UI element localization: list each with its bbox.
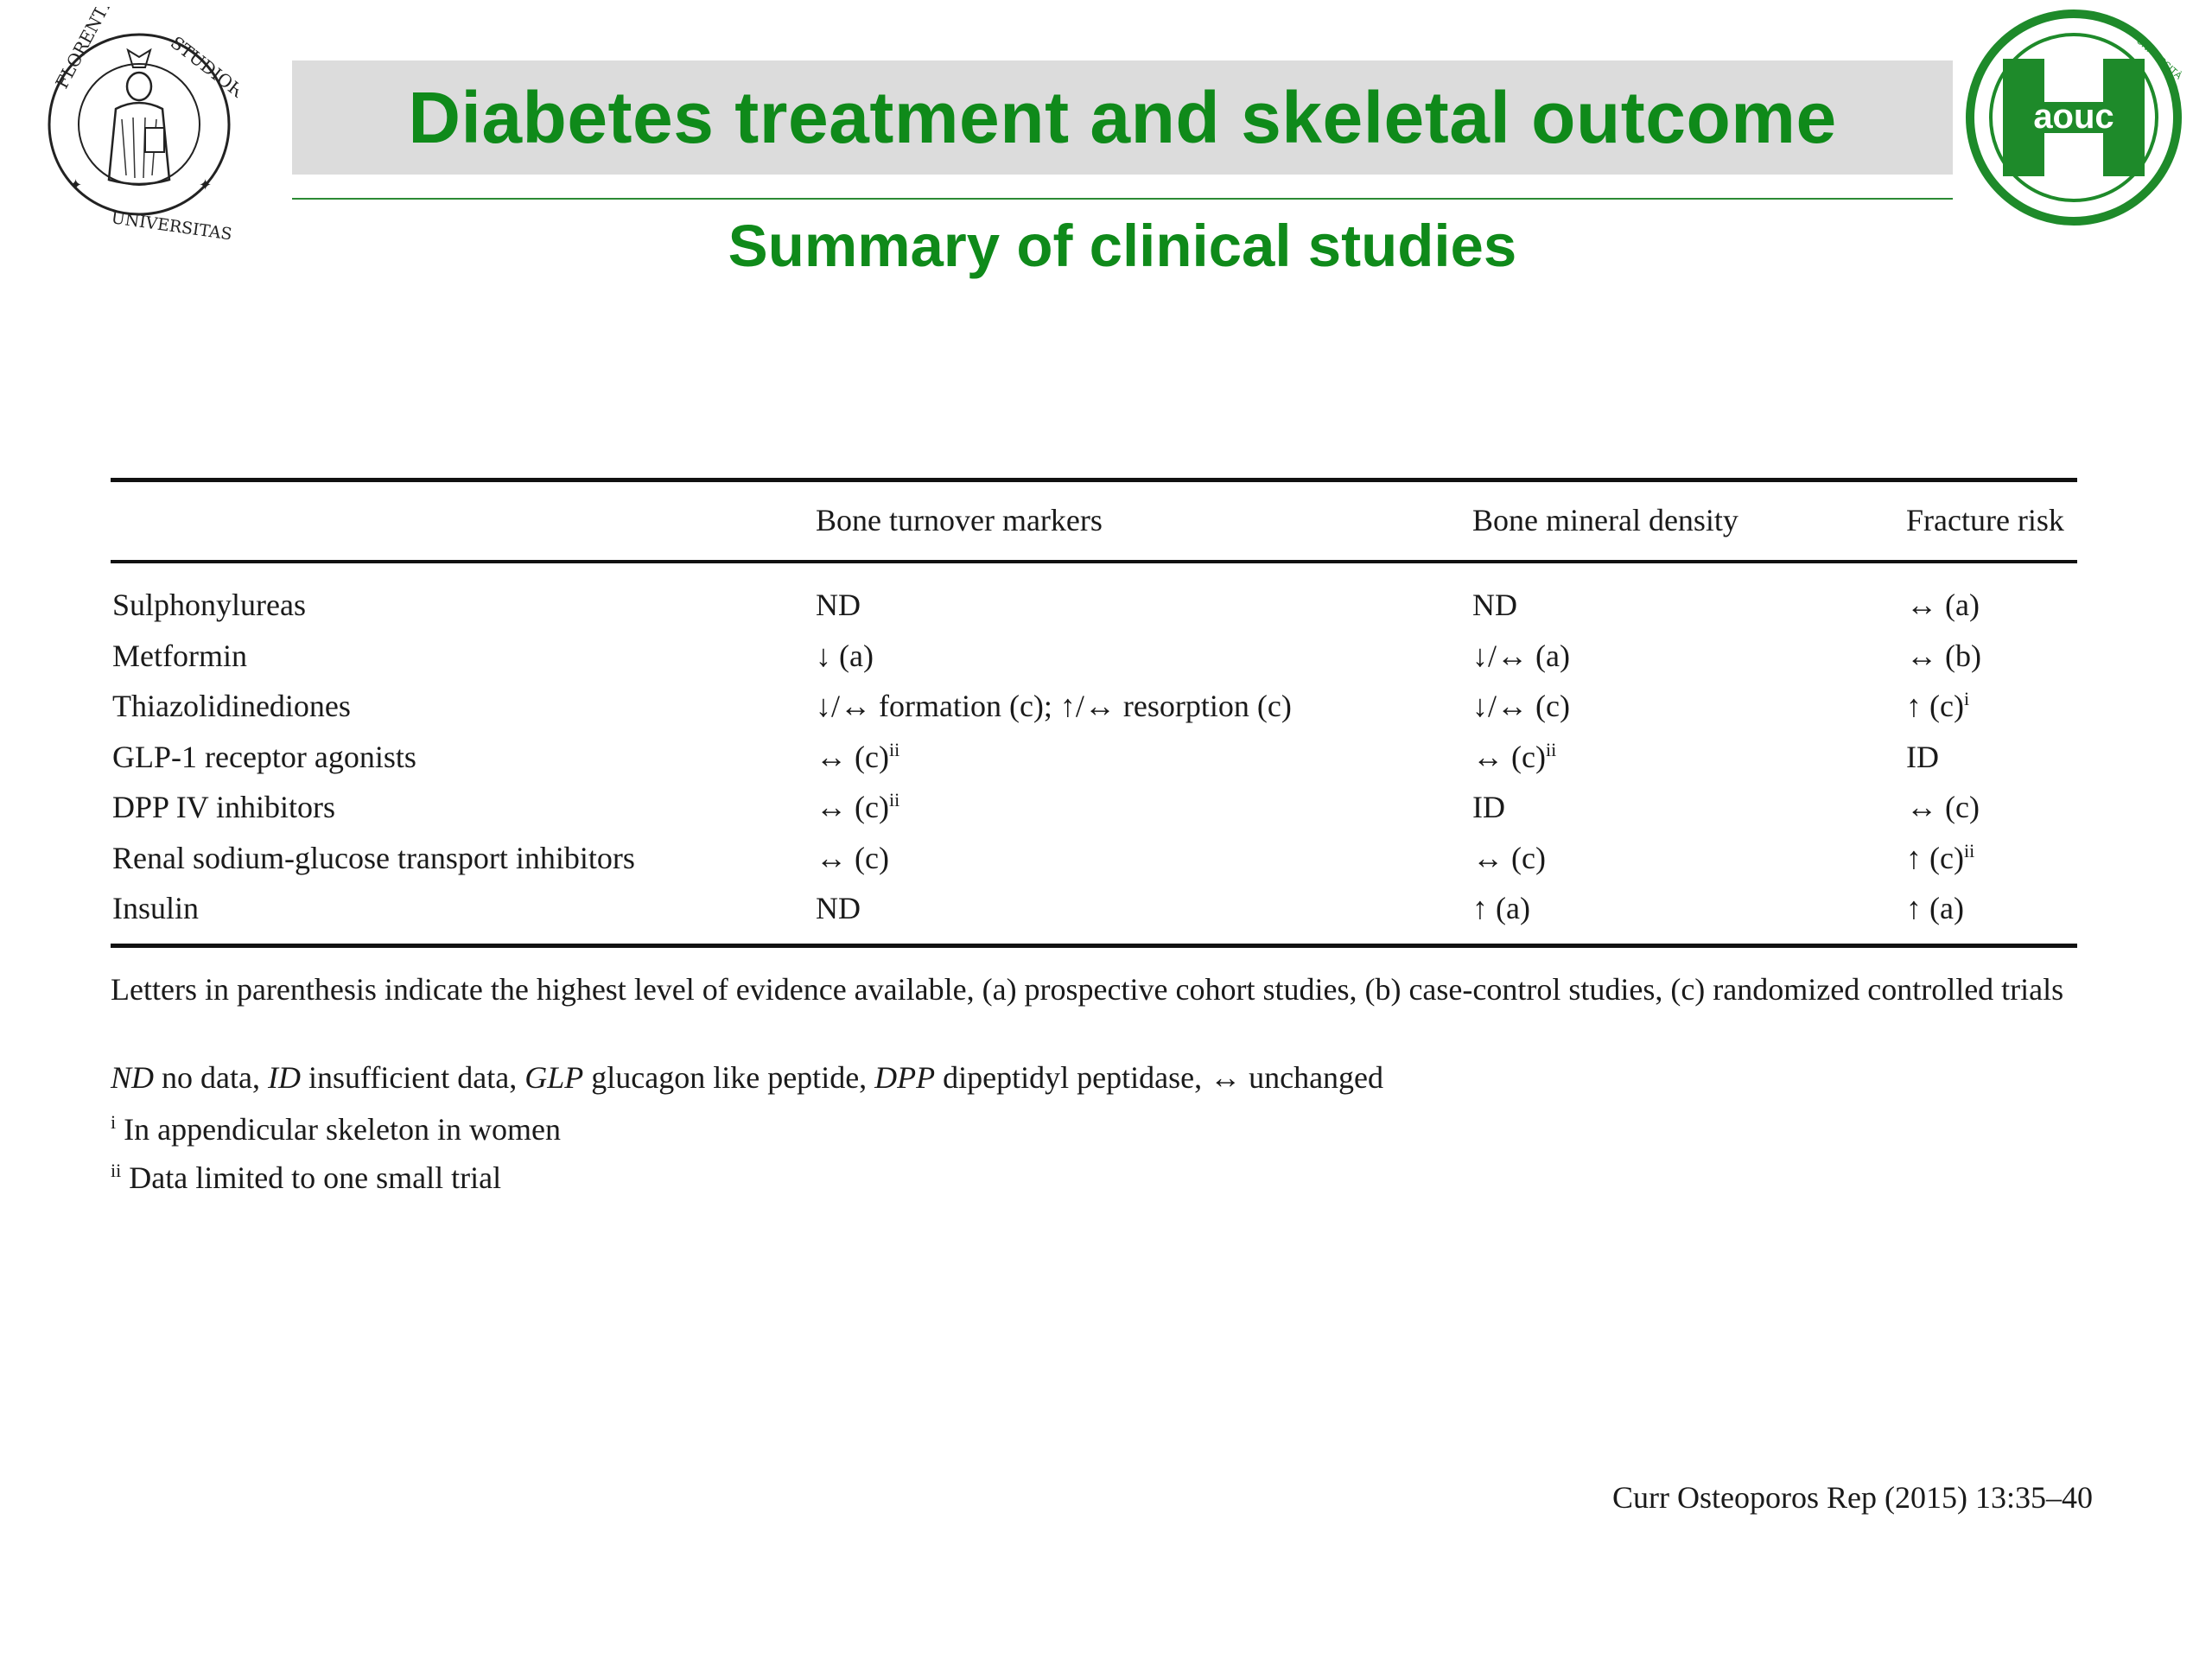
bone-density-value: ND <box>1472 588 1517 622</box>
superscript-mark: i <box>1963 688 1970 709</box>
aouc-logo: aouc UNIVERSITÀ <box>1963 7 2184 228</box>
abbreviations-note: ND no data, ID insufficient data, GLP gl… <box>111 1058 2077 1097</box>
bone-turnover-value: ND <box>816 891 861 925</box>
fracture-risk-value: ↔ (b) <box>1906 639 1981 673</box>
superscript-mark: ii <box>888 789 900 810</box>
bone-density-value: ↔ (c) <box>1472 841 1546 875</box>
svg-text:FLORENTINA: FLORENTINA <box>51 7 128 92</box>
evidence-note: Letters in parenthesis indicate the high… <box>111 972 2064 1007</box>
bone-turnover-value-text: ↔ (c) <box>816 790 889 824</box>
footnote-ii: ii Data limited to one small trial <box>111 1158 2077 1198</box>
bone-turnover-value-text: ND <box>816 891 861 925</box>
fracture-risk-value: ↔ (c) <box>1906 790 1980 824</box>
column-header-bone-density: Bone mineral density <box>1472 503 1738 537</box>
bone-density-value-text: ID <box>1472 790 1505 824</box>
bone-density-value-text: ↓/↔ (c) <box>1472 689 1570 723</box>
footnote-ii-text: Data limited to one small trial <box>121 1160 502 1195</box>
bone-turnover-value: ↔ (c)ii <box>816 790 899 824</box>
citation: Curr Osteoporos Rep (2015) 13:35–40 <box>1612 1480 2093 1515</box>
drug-name-text: Renal sodium-glucose transport inhibitor… <box>112 841 635 875</box>
fracture-risk-value: ↔ (a) <box>1906 588 1980 622</box>
title-band: Diabetes treatment and skeletal outcome <box>292 60 1953 175</box>
fracture-risk-value-text: ID <box>1906 740 1939 774</box>
abbr-id-text: insufficient data, <box>300 1060 525 1095</box>
abbr-nd-text: no data, <box>154 1060 268 1095</box>
bone-turnover-value: ↓ (a) <box>816 639 874 673</box>
bone-turnover-value: ↔ (c)ii <box>816 740 899 774</box>
title-underline <box>292 198 1953 200</box>
drug-name: Metformin <box>112 639 247 673</box>
bone-density-value-text: ↑ (a) <box>1472 891 1530 925</box>
abbr-glp: GLP <box>524 1060 584 1095</box>
svg-text:✦: ✦ <box>199 176 212 194</box>
bone-turnover-value: ND <box>816 588 861 622</box>
bone-turnover-value-text: ↔ (c) <box>816 841 889 875</box>
bone-density-value: ID <box>1472 790 1505 824</box>
fracture-risk-value: ↑ (c)i <box>1906 689 1969 723</box>
bone-turnover-value-text: ↔ (c) <box>816 740 889 774</box>
fracture-risk-value-text: ↑ (c) <box>1906 841 1964 875</box>
page-subtitle: Summary of clinical studies <box>728 213 1517 279</box>
fracture-risk-value: ID <box>1906 740 1939 774</box>
bone-density-value: ↑ (a) <box>1472 891 1530 925</box>
drug-name-text: Sulphonylureas <box>112 588 306 622</box>
drug-name: DPP IV inhibitors <box>112 790 335 824</box>
table-top-rule <box>111 478 2077 482</box>
university-seal-logo: FLORENTINA STUDIORUM UNIVERSITAS ✦ ✦ <box>40 0 272 245</box>
superscript-mark: ii <box>1545 739 1557 760</box>
bone-turnover-value: ↓/↔ formation (c); ↑/↔ resorption (c) <box>816 689 1292 723</box>
abbr-id: ID <box>267 1060 301 1095</box>
abbr-dpp: DPP <box>874 1060 936 1095</box>
footnote-i-mark: i <box>111 1111 117 1133</box>
bone-density-value: ↓/↔ (a) <box>1472 639 1570 673</box>
fracture-risk-value-text: ↑ (c) <box>1906 689 1964 723</box>
drug-name: Sulphonylureas <box>112 588 306 622</box>
bone-density-value: ↔ (c)ii <box>1472 740 1556 774</box>
bone-turnover-value-text: ND <box>816 588 861 622</box>
svg-text:aouc: aouc <box>2033 98 2113 136</box>
column-header-fracture-risk: Fracture risk <box>1906 503 2064 537</box>
drug-name: GLP-1 receptor agonists <box>112 740 416 774</box>
drug-name: Renal sodium-glucose transport inhibitor… <box>112 841 635 875</box>
footnote-ii-mark: ii <box>111 1160 122 1181</box>
superscript-mark: ii <box>888 739 900 760</box>
svg-text:✦: ✦ <box>69 176 82 194</box>
drug-name-text: Metformin <box>112 639 247 673</box>
column-header-bone-turnover: Bone turnover markers <box>816 503 1103 537</box>
bone-turnover-value-text: ↓/↔ formation (c); ↑/↔ resorption (c) <box>816 689 1292 723</box>
bone-turnover-value-text: ↓ (a) <box>816 639 874 673</box>
bone-density-value-text: ↔ (c) <box>1472 740 1546 774</box>
page-title: Diabetes treatment and skeletal outcome <box>408 76 1837 158</box>
superscript-mark: ii <box>1963 840 1975 861</box>
fracture-risk-value-text: ↑ (a) <box>1906 891 1964 925</box>
abbr-glp-text: glucagon like peptide, <box>583 1060 875 1095</box>
bone-density-value-text: ↔ (c) <box>1472 841 1546 875</box>
drug-name-text: GLP-1 receptor agonists <box>112 740 416 774</box>
drug-name-text: Insulin <box>112 891 200 925</box>
bone-density-value-text: ND <box>1472 588 1517 622</box>
bone-density-value-text: ↓/↔ (a) <box>1472 639 1570 673</box>
table-bottom-rule <box>111 944 2077 948</box>
abbr-nd: ND <box>111 1060 155 1095</box>
fracture-risk-value: ↑ (a) <box>1906 891 1964 925</box>
bone-turnover-value: ↔ (c) <box>816 841 889 875</box>
footnote-i: i In appendicular skeleton in women <box>111 1109 2077 1149</box>
footnote-i-text: In appendicular skeleton in women <box>116 1112 561 1147</box>
abbr-dpp-text: dipeptidyl peptidase, ↔ unchanged <box>935 1060 1384 1095</box>
drug-name: Thiazolidinediones <box>112 689 351 723</box>
drug-name-text: Thiazolidinediones <box>112 689 351 723</box>
bone-density-value: ↓/↔ (c) <box>1472 689 1570 723</box>
fracture-risk-value-text: ↔ (b) <box>1906 639 1981 673</box>
fracture-risk-value-text: ↔ (c) <box>1906 790 1980 824</box>
fracture-risk-value: ↑ (c)ii <box>1906 841 1974 875</box>
fracture-risk-value-text: ↔ (a) <box>1906 588 1980 622</box>
drug-name-text: DPP IV inhibitors <box>112 790 336 824</box>
svg-text:UNIVERSITAS: UNIVERSITAS <box>110 208 233 244</box>
table-header-rule <box>111 560 2077 563</box>
drug-name: Insulin <box>112 891 199 925</box>
